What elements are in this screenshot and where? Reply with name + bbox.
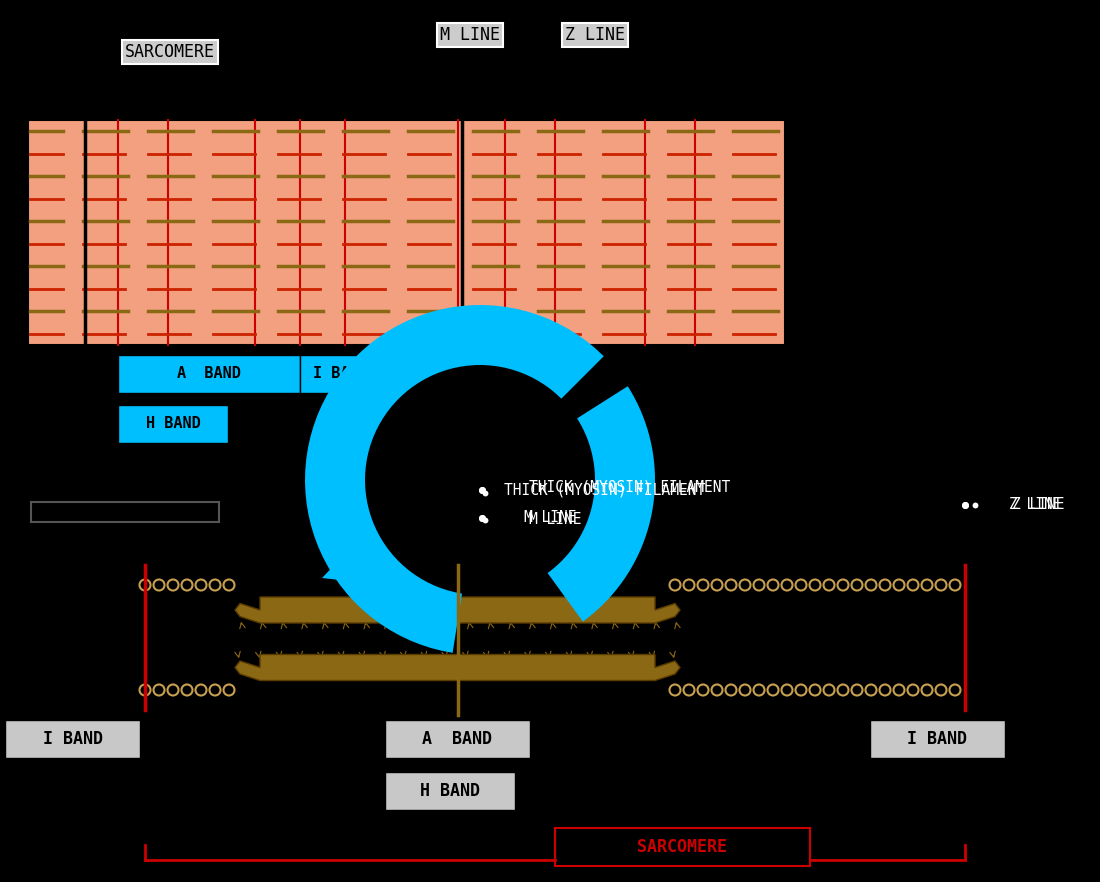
Text: I BAND: I BAND — [908, 730, 967, 748]
Polygon shape — [305, 305, 604, 653]
Text: A  BAND: A BAND — [177, 367, 241, 382]
FancyBboxPatch shape — [6, 720, 140, 758]
FancyBboxPatch shape — [118, 355, 300, 393]
Text: A  BAND: A BAND — [422, 730, 492, 748]
Text: THIN (ACTIN) FILAMENT: THIN (ACTIN) FILAMENT — [33, 505, 217, 519]
FancyBboxPatch shape — [28, 120, 785, 345]
FancyBboxPatch shape — [870, 720, 1005, 758]
Text: SARCOMERE: SARCOMERE — [125, 43, 214, 61]
Text: H BAND: H BAND — [145, 416, 200, 431]
Text: Z LINE: Z LINE — [1012, 497, 1065, 512]
FancyBboxPatch shape — [118, 405, 228, 443]
FancyBboxPatch shape — [300, 355, 379, 393]
Text: Z LINE: Z LINE — [565, 26, 625, 44]
Polygon shape — [235, 654, 680, 681]
Polygon shape — [322, 530, 385, 585]
Text: H BAND: H BAND — [420, 782, 480, 800]
Text: M LINE: M LINE — [524, 511, 576, 526]
Polygon shape — [235, 597, 680, 623]
FancyBboxPatch shape — [556, 828, 810, 866]
Text: SARCOMERE: SARCOMERE — [637, 838, 727, 856]
FancyBboxPatch shape — [385, 720, 530, 758]
Text: I BAND: I BAND — [43, 730, 103, 748]
Text: I BAND: I BAND — [312, 367, 367, 382]
Text: THICK (MYOSIN) FILAMENT: THICK (MYOSIN) FILAMENT — [529, 480, 730, 495]
Text: THIN (ACTIN) FILAMENT: THIN (ACTIN) FILAMENT — [37, 505, 213, 519]
Text: M LINE: M LINE — [529, 512, 581, 527]
FancyBboxPatch shape — [385, 772, 515, 810]
Text: THICK (MYOSIN) FILAMENT: THICK (MYOSIN) FILAMENT — [505, 482, 705, 497]
Text: M LINE: M LINE — [440, 26, 500, 44]
Polygon shape — [548, 386, 654, 622]
Text: Z LINE: Z LINE — [1009, 497, 1062, 512]
Text: THIN (ACTIN) FILAMENT: THIN (ACTIN) FILAMENT — [33, 505, 217, 519]
